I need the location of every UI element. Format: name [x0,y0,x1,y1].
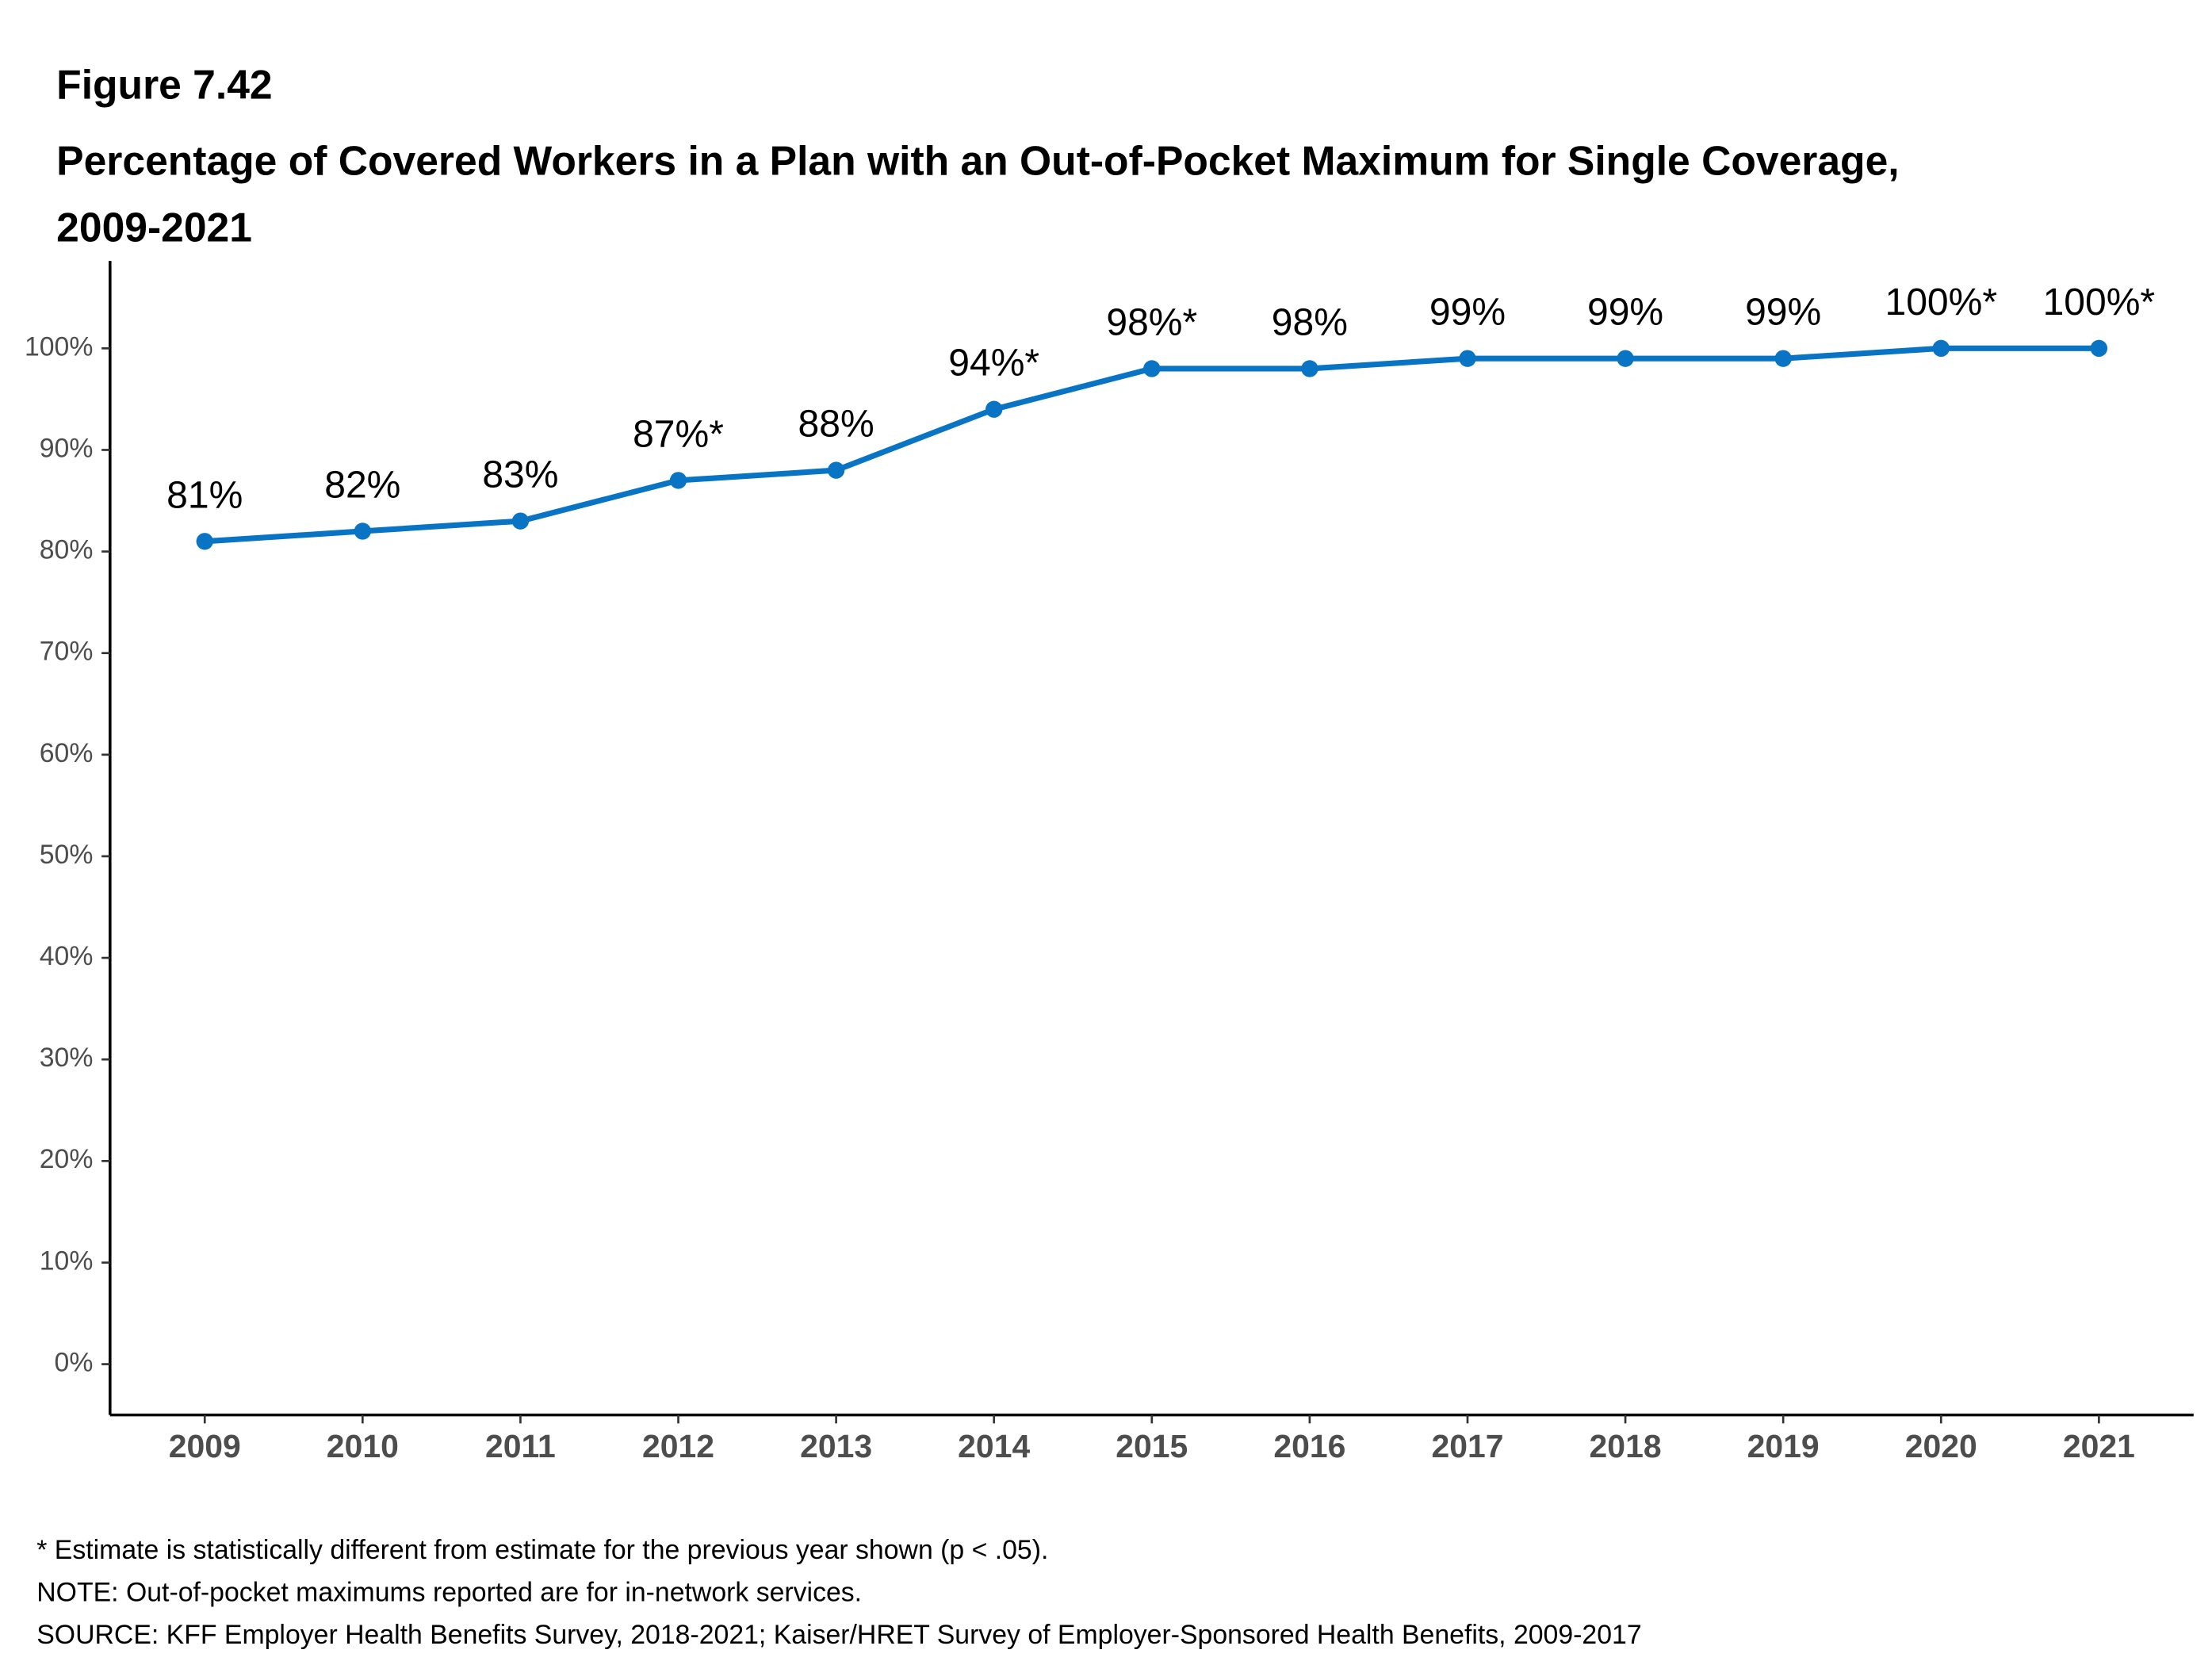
y-tick-label: 10% [40,1246,94,1276]
line [205,345,2099,545]
point [1301,360,1318,377]
y-tick-label: 80% [40,535,94,565]
y-tick-label: 60% [40,738,94,768]
point [1459,350,1476,367]
x-tick-label: 2013 [800,1428,872,1464]
y-tick-label: 90% [40,433,94,463]
point [985,400,1003,418]
note: NOTE: Out-of-pocket maximums reported ar… [36,1579,863,1609]
x-tick-label: 2018 [1590,1428,1662,1464]
x-tick-label: 2012 [642,1428,714,1464]
data-label: 100%* [1885,281,1997,323]
x-tick-label: 2015 [1116,1428,1188,1464]
data-label: 98% [1272,302,1348,344]
point [196,533,213,550]
point [511,512,530,530]
data-label: 99% [1745,292,1821,334]
data-label: 88% [798,404,874,446]
data-label: 83% [482,454,558,496]
note: * Estimate is statistically different fr… [36,1536,1049,1567]
chart-title: Percentage of Covered Workers in a Plan … [56,140,1900,251]
point [669,472,687,489]
point [2090,339,2108,358]
data-label: 94%* [948,343,1039,385]
point [1932,339,1950,358]
point [1774,350,1792,367]
x-tick-label: 2016 [1273,1428,1345,1464]
point [1617,350,1634,367]
y-tick-label: 20% [40,1144,94,1174]
data-label: 99% [1587,292,1663,334]
x-tick-label: 2019 [1747,1428,1820,1464]
y-tick-label: 100% [25,331,93,362]
x-tick-label: 2020 [1905,1428,1977,1464]
data-label: 100%* [2043,281,2156,323]
x-tick-label: 2010 [327,1428,399,1464]
data-label: 81% [166,474,243,516]
x-tick-label: 2011 [485,1428,556,1464]
figure-label: Figure 7.42 [56,63,273,109]
x-tick-label: 2021 [2063,1428,2135,1464]
note: SOURCE: KFF Employer Health Benefits Sur… [36,1621,1642,1651]
y-tick-label: 50% [40,840,94,870]
y-tick-label: 0% [55,1347,94,1377]
data-label: 87%* [633,413,724,455]
y-tick-label: 40% [40,941,94,971]
y-tick-label: 30% [40,1043,94,1073]
point [354,522,372,540]
data-label: 98%* [1106,302,1197,344]
data-label: 99% [1429,292,1506,334]
x-tick-label: 2014 [958,1428,1030,1464]
x-tick-label: 2017 [1431,1428,1503,1464]
x-tick-label: 2009 [169,1428,241,1464]
y-tick-label: 70% [40,637,94,667]
point [1143,360,1161,377]
point [827,461,845,479]
data-label: 82% [324,465,400,507]
